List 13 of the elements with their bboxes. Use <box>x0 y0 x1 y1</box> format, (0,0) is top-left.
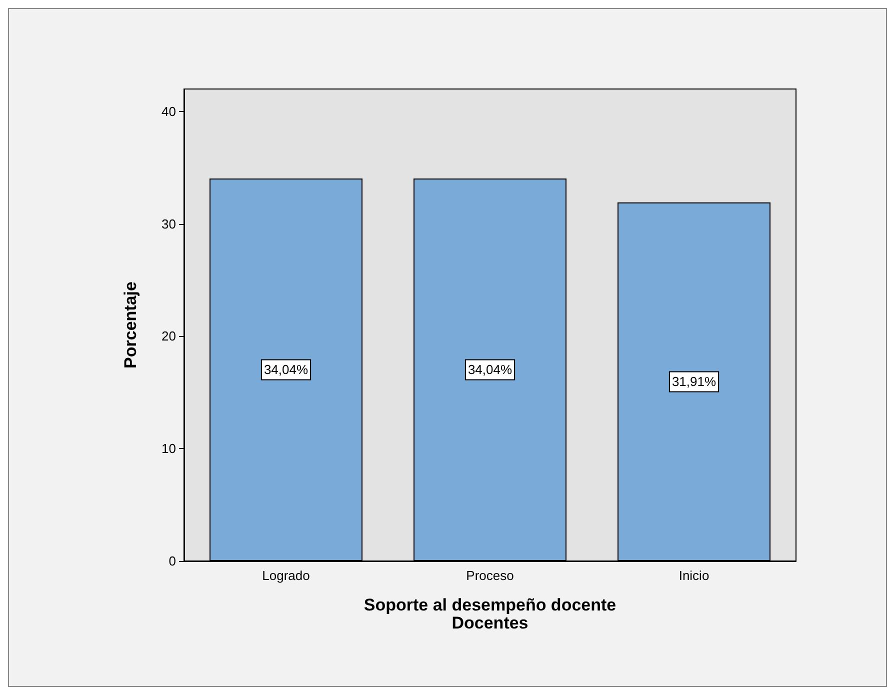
y-tick-label: 0 <box>168 554 176 568</box>
y-tick-label: 40 <box>162 104 176 119</box>
y-tick-label: 10 <box>162 441 176 456</box>
data-label: 31,91% <box>672 374 716 390</box>
x-tick-label: Logrado <box>262 568 310 583</box>
x-tick-label: Proceso <box>466 568 514 583</box>
x-axis-title: Soporte al desempeño docente Docentes <box>364 596 616 632</box>
x-tick-label: Inicio <box>678 568 710 583</box>
y-tick-label: 20 <box>162 328 176 344</box>
y-axis-title: Porcentaje <box>121 282 140 368</box>
data-label: 34,04% <box>264 362 308 378</box>
data-label: 34,04% <box>468 362 512 378</box>
y-tick-label: 30 <box>162 216 176 232</box>
